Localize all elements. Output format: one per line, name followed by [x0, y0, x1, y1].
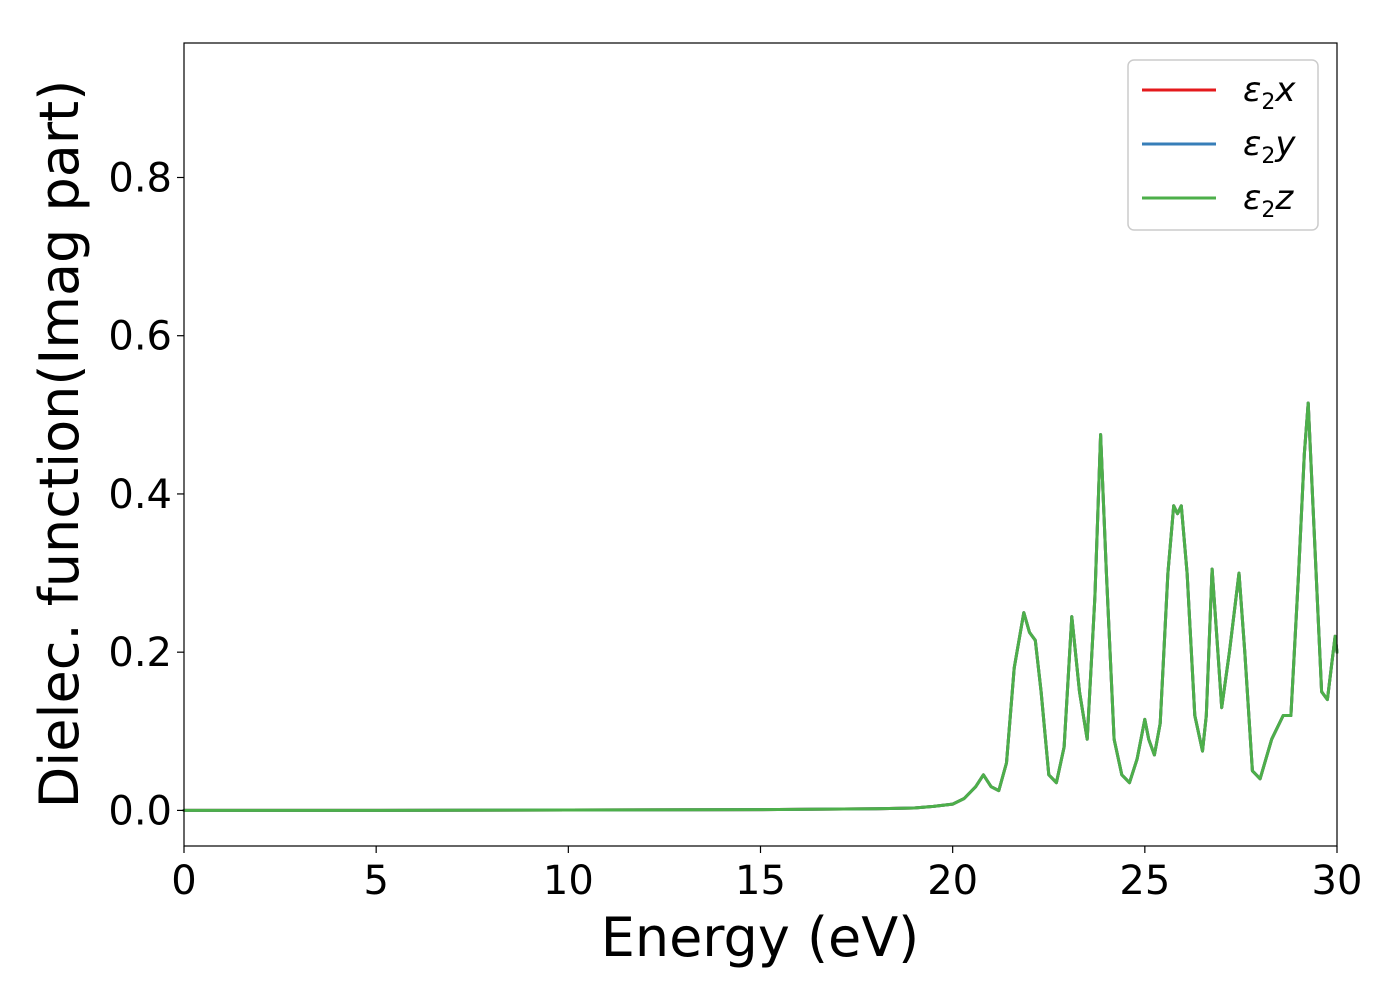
series-line-2 — [182, 401, 1339, 812]
x-tick-label: 5 — [363, 858, 388, 904]
y-tick-label: 0.2 — [108, 630, 172, 676]
x-tick-label: 20 — [927, 858, 978, 904]
y-tick-label: 0.8 — [108, 155, 172, 201]
legend-label-1: ε2y — [1243, 124, 1296, 169]
legend-label-0: ε2x — [1243, 70, 1296, 115]
y-axis-ticks: 0.0 0.2 0.4 0.6 0.8 — [108, 155, 184, 834]
x-tick-label: 0 — [171, 858, 196, 904]
y-axis-label: Dielec. function(Imag part) — [28, 80, 91, 809]
x-tick-label: 10 — [543, 858, 594, 904]
x-axis-label: Energy (eV) — [601, 906, 920, 969]
y-tick-label: 0.6 — [108, 314, 172, 360]
legend: ε2x ε2y ε2z — [1127, 59, 1319, 231]
x-tick-label: 15 — [735, 858, 786, 904]
x-tick-label: 30 — [1312, 858, 1363, 904]
x-axis-ticks: 0 5 10 15 20 25 30 — [171, 846, 1362, 904]
legend-label-2: ε2z — [1243, 178, 1294, 223]
legend-box — [1127, 59, 1319, 231]
y-tick-label: 0.0 — [108, 788, 172, 834]
series-layer — [182, 401, 1339, 812]
y-tick-label: 0.4 — [108, 472, 172, 518]
x-tick-label: 25 — [1119, 858, 1170, 904]
